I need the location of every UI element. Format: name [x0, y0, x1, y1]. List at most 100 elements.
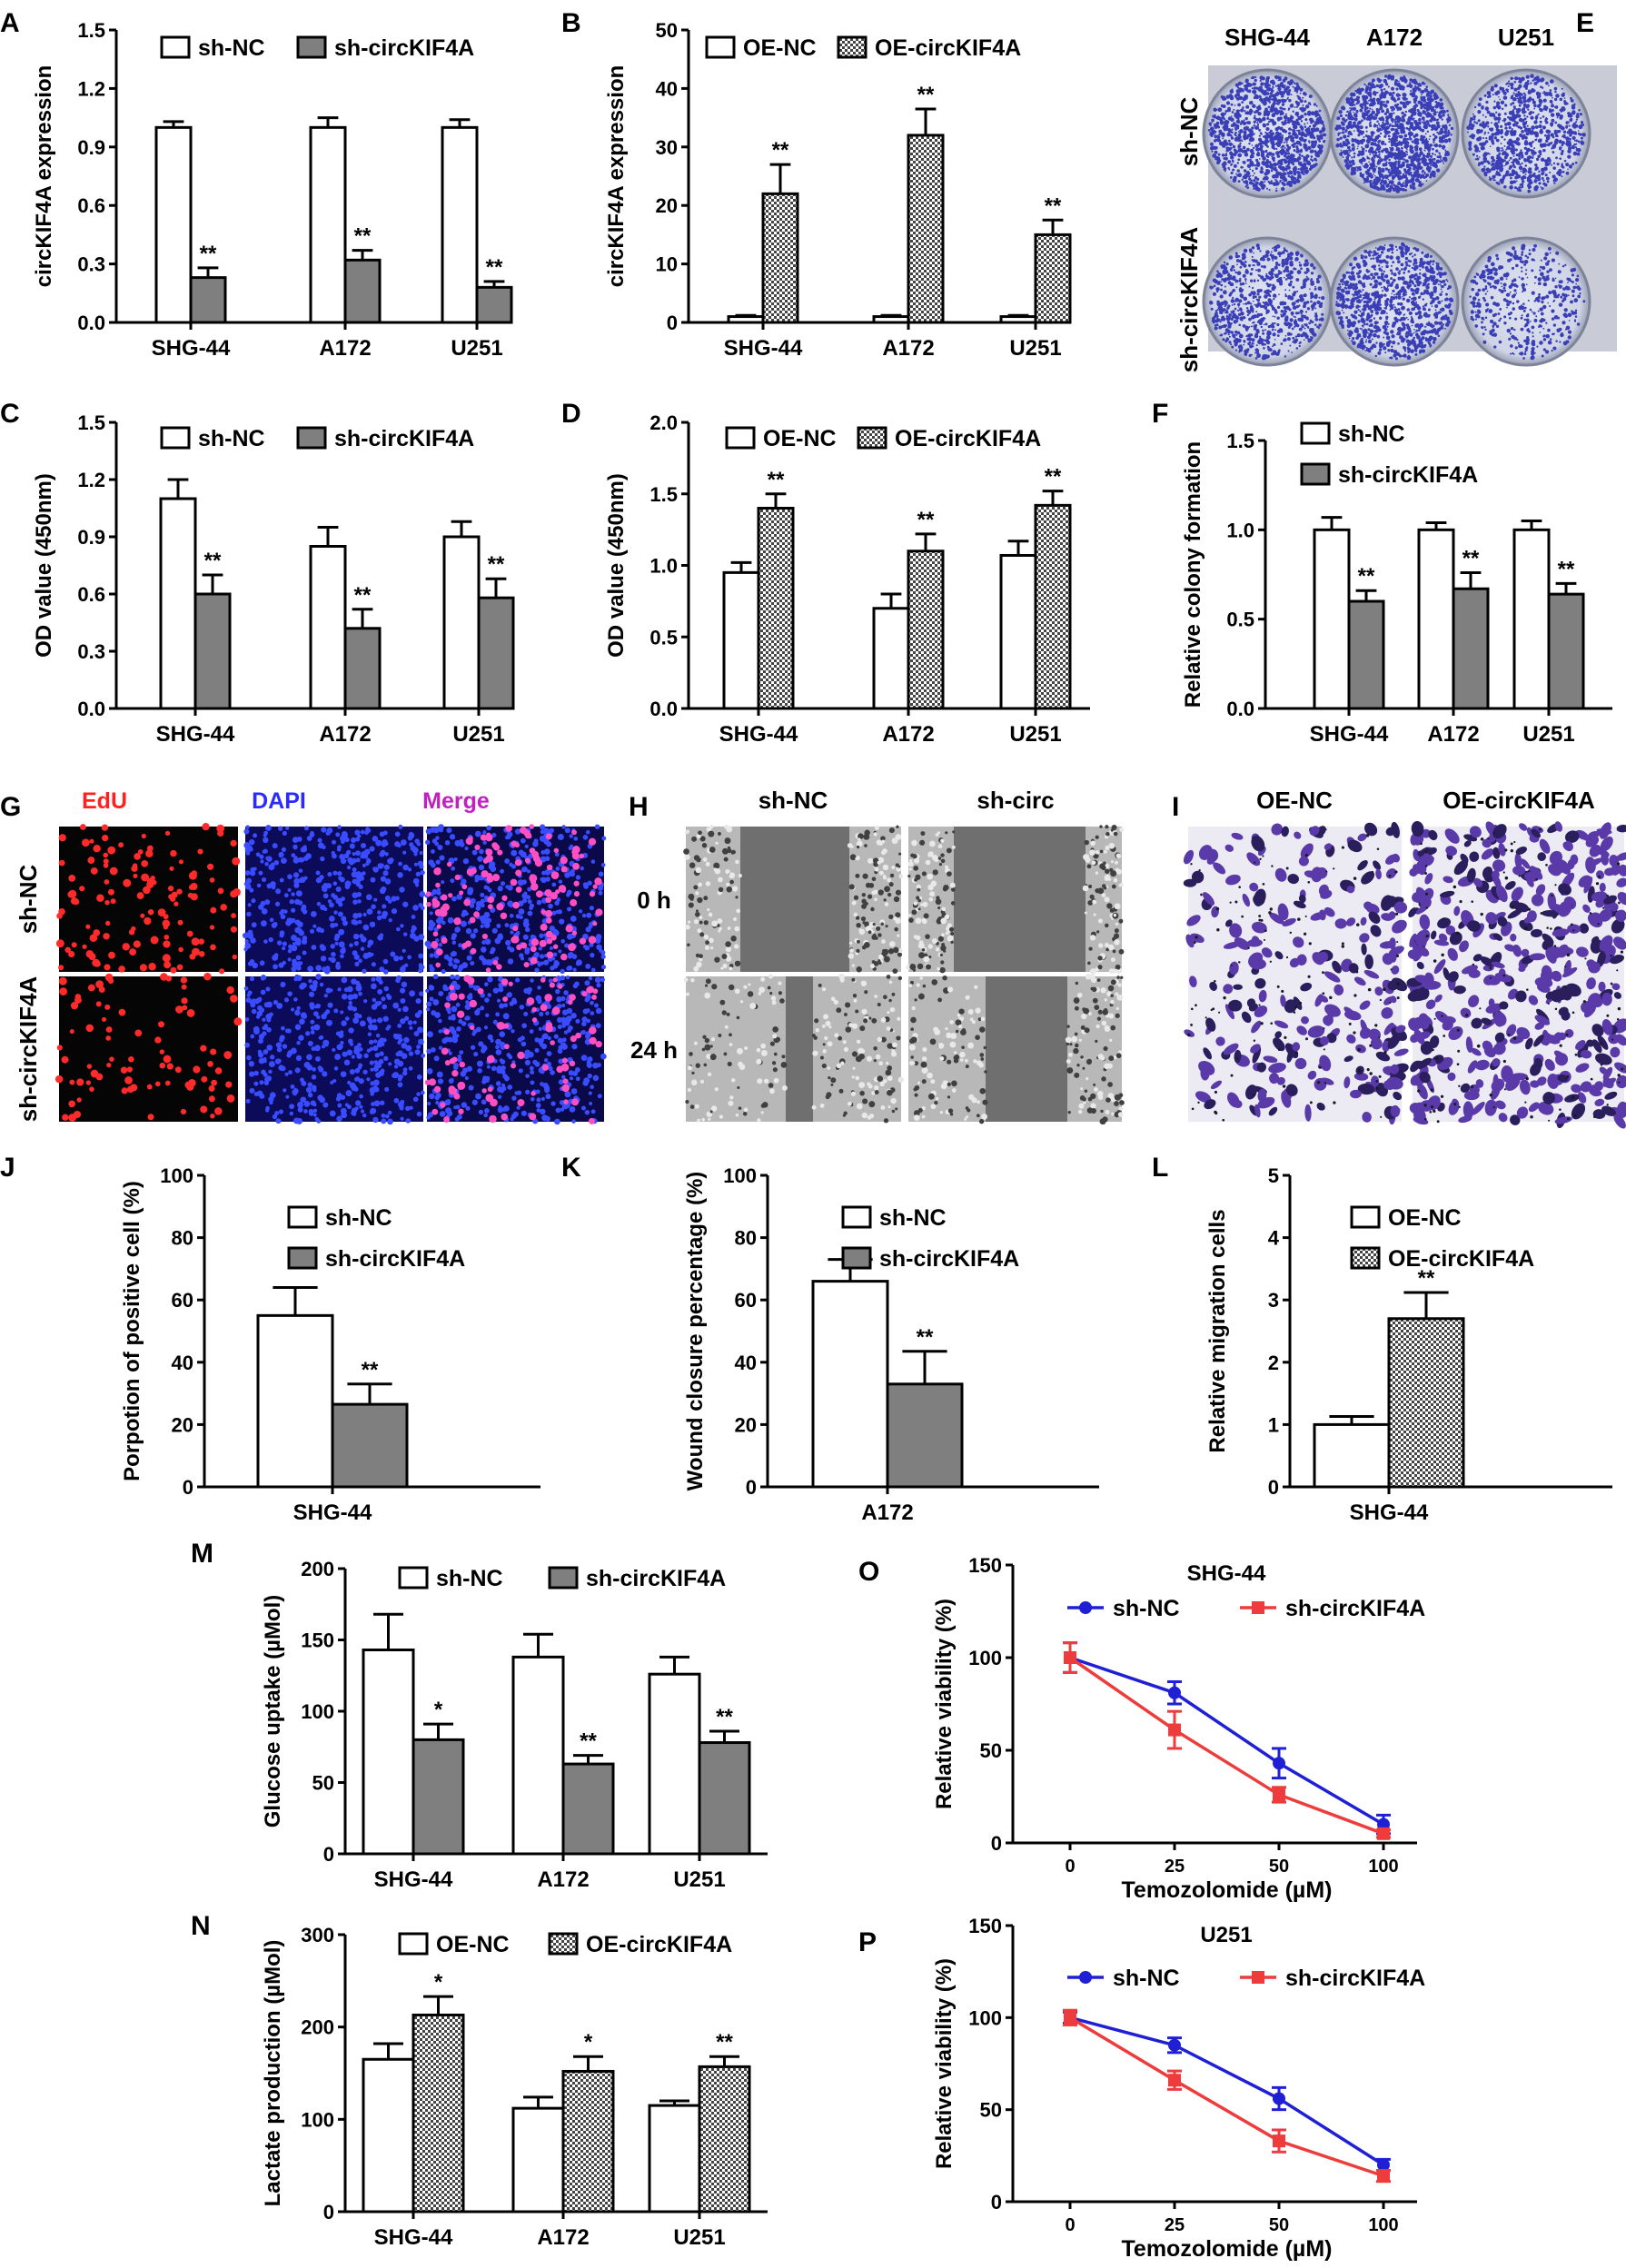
colony-dot	[1248, 353, 1252, 357]
colony-dot	[1233, 152, 1237, 157]
x-tick-label: SHG-44	[724, 336, 803, 361]
colony-dot	[1235, 333, 1238, 336]
colony-dot	[1376, 110, 1381, 114]
colony-dot	[1271, 94, 1275, 98]
colony-dot	[1256, 122, 1259, 124]
colony-dot	[1287, 253, 1291, 257]
colony-dot	[1245, 125, 1248, 128]
colony-dot	[1255, 344, 1258, 347]
colony-dot	[1230, 343, 1233, 346]
colony-dot	[1518, 157, 1522, 161]
colony-dot	[1425, 120, 1430, 124]
colony-dot	[1220, 133, 1222, 135]
colony-dot	[1239, 265, 1243, 269]
colony-dot	[1228, 142, 1233, 146]
colony-dot	[1389, 164, 1392, 167]
colony-dot	[1515, 137, 1521, 142]
colony-dot	[1516, 161, 1521, 165]
colony-dot	[1260, 133, 1263, 135]
colony-dot	[1219, 120, 1224, 125]
colony-dot	[1347, 122, 1351, 125]
colony-dot	[1517, 108, 1521, 112]
colony-dot	[1335, 124, 1339, 128]
colony-dot	[1319, 122, 1321, 124]
colony-dot	[1281, 94, 1284, 98]
colony-dot	[1293, 302, 1296, 305]
colony-dot	[1531, 125, 1535, 130]
colony-dot	[1264, 109, 1268, 114]
colony-dot	[1370, 144, 1372, 146]
colony-dot	[1311, 159, 1314, 163]
colony-dot	[1302, 282, 1307, 287]
colony-dot	[1517, 86, 1521, 90]
colony-dot	[1275, 274, 1279, 278]
colony-dot	[1443, 130, 1448, 134]
colony-dot	[1298, 263, 1303, 267]
colony-dot	[1484, 140, 1489, 144]
colony-dot	[1214, 134, 1217, 138]
colony-dot	[1389, 146, 1391, 149]
colony-dot	[1284, 293, 1287, 295]
colony-dot	[1380, 100, 1383, 104]
colony-dot	[1411, 266, 1414, 270]
colony-dot	[1554, 105, 1559, 109]
colony-dot	[1500, 178, 1504, 183]
colony-dot	[1411, 79, 1415, 84]
colony-dot	[1532, 151, 1534, 154]
colony-dot	[1289, 344, 1292, 347]
y-tick-label: 0.0	[649, 698, 678, 720]
legend-label: sh-NC	[879, 1205, 947, 1231]
y-tick-label: 5	[1268, 1164, 1279, 1187]
colony-dot	[1254, 332, 1259, 336]
colony-dot	[1421, 112, 1423, 114]
colony-dot	[1302, 96, 1304, 99]
colony-dot	[1544, 118, 1548, 121]
colony-dot	[1477, 119, 1481, 123]
colony-dot	[1252, 264, 1254, 266]
colony-dot	[1276, 154, 1281, 158]
colony-dot	[1286, 81, 1291, 84]
colony-dot	[1304, 171, 1308, 174]
colony-dot	[1279, 106, 1283, 110]
legend-marker	[1252, 1601, 1264, 1614]
colony-dot	[1253, 124, 1256, 127]
colony-dot	[1409, 116, 1413, 120]
colony-dot	[1421, 104, 1423, 106]
data-point-square	[1168, 2074, 1181, 2087]
colony-dot	[1293, 123, 1295, 125]
colony-dot	[1266, 345, 1270, 349]
colony-dot	[1280, 310, 1284, 313]
series-line-blue	[1069, 2015, 1384, 2166]
colony-dot	[1316, 117, 1321, 122]
colony-dot	[1493, 84, 1498, 88]
colony-dot	[1408, 101, 1412, 104]
colony-dot	[1234, 127, 1238, 131]
colony-dot	[1265, 335, 1271, 340]
colony-dot	[1280, 146, 1283, 149]
colony-dot	[1225, 262, 1229, 266]
colony-dot	[1523, 117, 1527, 121]
colony-dot	[1223, 271, 1227, 274]
colony-dot	[1245, 104, 1250, 109]
colony-dot	[1487, 132, 1490, 134]
colony-dot	[1396, 108, 1400, 112]
colony-dot	[1535, 91, 1540, 95]
colony-dot	[1246, 89, 1250, 93]
colony-dot	[1571, 104, 1575, 108]
colony-dot	[1304, 327, 1306, 330]
colony-dot	[1322, 126, 1325, 131]
colony-dot	[1265, 126, 1270, 132]
colony-dot	[1403, 95, 1406, 98]
colony-dot	[1569, 115, 1571, 117]
colony-dot	[1260, 264, 1264, 268]
colony-dot	[1254, 166, 1258, 171]
colony-dot	[1287, 120, 1291, 124]
colony-dot	[1580, 136, 1583, 140]
colony-dot	[1440, 159, 1443, 162]
colony-dot	[1377, 166, 1382, 171]
colony-dot	[1537, 154, 1541, 158]
colony-dot	[1304, 113, 1307, 116]
colony-dot	[1246, 309, 1250, 313]
significance-mark: **	[486, 255, 503, 280]
colony-dot	[1216, 282, 1219, 285]
